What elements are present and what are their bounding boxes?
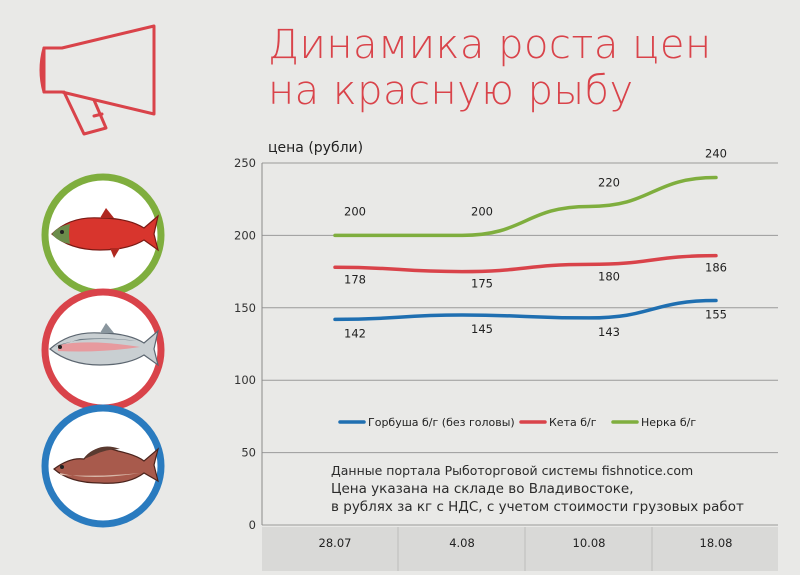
data-label: 142 bbox=[344, 326, 366, 340]
chart-note: Данные портала Рыботорговой системы fish… bbox=[331, 462, 751, 516]
note-line-1: Цена указана на складе во Владивостоке, bbox=[331, 481, 634, 497]
x-axis-band bbox=[262, 527, 778, 571]
series-line bbox=[333, 175, 718, 238]
data-label: 145 bbox=[471, 322, 493, 336]
sockeye-fish-icon bbox=[51, 208, 159, 258]
legend-label: Нерка б/г bbox=[641, 416, 696, 429]
note-line-2: в рублях за кг с НДС, с учетом стоимости… bbox=[331, 499, 744, 515]
data-label: 155 bbox=[705, 308, 727, 322]
y-tick-label: 100 bbox=[234, 373, 256, 387]
x-tick-label: 28.07 bbox=[319, 536, 352, 550]
title-line-2: на красную рыбу bbox=[268, 68, 634, 114]
y-tick-label: 150 bbox=[234, 301, 256, 315]
series-line bbox=[333, 298, 718, 322]
data-label: 200 bbox=[344, 204, 366, 218]
data-label: 186 bbox=[705, 261, 727, 275]
page-title: Динамика роста цен на красную рыбу bbox=[268, 22, 788, 114]
y-tick-label: 200 bbox=[234, 228, 256, 242]
data-label: 178 bbox=[344, 272, 366, 286]
y-axis-label: цена (рубли) bbox=[268, 140, 363, 156]
series-line bbox=[333, 253, 718, 274]
x-tick-label: 10.08 bbox=[573, 536, 606, 550]
data-label: 240 bbox=[705, 146, 727, 160]
y-tick-label: 250 bbox=[234, 156, 256, 170]
megaphone-icon bbox=[39, 24, 156, 136]
pink-salmon-fish-icon bbox=[53, 446, 160, 484]
y-tick-label: 50 bbox=[241, 446, 256, 460]
data-label: 200 bbox=[471, 204, 493, 218]
source-note: Данные портала Рыботорговой системы fish… bbox=[331, 463, 694, 478]
y-tick-label: 0 bbox=[249, 518, 256, 532]
x-tick-label: 4.08 bbox=[449, 536, 475, 550]
fish-badge-pink bbox=[40, 403, 166, 533]
x-tick-label: 18.08 bbox=[700, 536, 733, 550]
data-label: 175 bbox=[471, 277, 493, 291]
data-label: 143 bbox=[598, 325, 620, 339]
chum-fish-icon bbox=[49, 323, 159, 367]
data-label: 180 bbox=[598, 269, 620, 283]
legend-label: Кета б/г bbox=[549, 416, 597, 429]
legend-label: Горбуша б/г (без головы) bbox=[368, 416, 515, 429]
title-line-1: Динамика роста цен bbox=[268, 22, 712, 68]
data-label: 220 bbox=[598, 175, 620, 189]
